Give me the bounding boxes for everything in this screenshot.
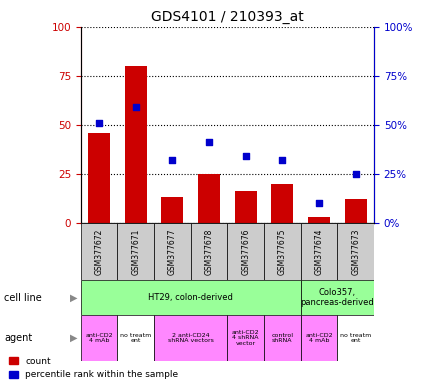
Text: agent: agent [4,333,32,343]
Text: GSM377676: GSM377676 [241,228,250,275]
Bar [154,315,227,361]
Bar [264,315,300,361]
Bar [227,315,264,361]
Text: ▶: ▶ [70,333,78,343]
Text: Colo357,
pancreas-derived: Colo357, pancreas-derived [300,288,374,307]
Text: anti-CD2
4 mAb: anti-CD2 4 mAb [85,333,113,343]
Point [352,170,359,177]
Text: control
shRNA: control shRNA [271,333,293,343]
Bar [264,223,300,280]
Point [242,153,249,159]
Bar [300,223,337,280]
Bar [300,315,337,361]
Bar [81,223,117,280]
Bar [88,132,110,223]
Point [96,120,102,126]
Text: HT29, colon-derived: HT29, colon-derived [148,293,233,302]
Bar [308,217,330,223]
Bar [81,280,300,315]
Text: no treatm
ent: no treatm ent [340,333,371,343]
Bar [300,280,374,315]
Legend: count, percentile rank within the sample: count, percentile rank within the sample [9,357,178,379]
Text: anti-CD2
4 shRNA
vector: anti-CD2 4 shRNA vector [232,329,260,346]
Title: GDS4101 / 210393_at: GDS4101 / 210393_at [151,10,304,25]
Bar [117,223,154,280]
Point [316,200,323,206]
Text: GSM377671: GSM377671 [131,228,140,275]
Bar [191,223,227,280]
Bar [117,315,154,361]
Bar [235,191,257,223]
Point [206,139,212,146]
Text: anti-CD2
4 mAb: anti-CD2 4 mAb [305,333,333,343]
Bar [125,66,147,223]
Text: cell line: cell line [4,293,42,303]
Text: 2 anti-CD24
shRNA vectors: 2 anti-CD24 shRNA vectors [168,333,214,343]
Text: GSM377678: GSM377678 [204,228,213,275]
Bar [227,223,264,280]
Bar [337,315,374,361]
Bar [337,223,374,280]
Point [132,104,139,110]
Bar [271,184,293,223]
Point [279,157,286,163]
Bar [345,199,367,223]
Point [169,157,176,163]
Text: GSM377674: GSM377674 [314,228,323,275]
Bar [162,197,183,223]
Bar [154,223,191,280]
Bar [198,174,220,223]
Bar [81,315,117,361]
Text: no treatm
ent: no treatm ent [120,333,151,343]
Text: GSM377677: GSM377677 [168,228,177,275]
Text: ▶: ▶ [70,293,78,303]
Text: GSM377675: GSM377675 [278,228,287,275]
Text: GSM377673: GSM377673 [351,228,360,275]
Text: GSM377672: GSM377672 [95,228,104,275]
